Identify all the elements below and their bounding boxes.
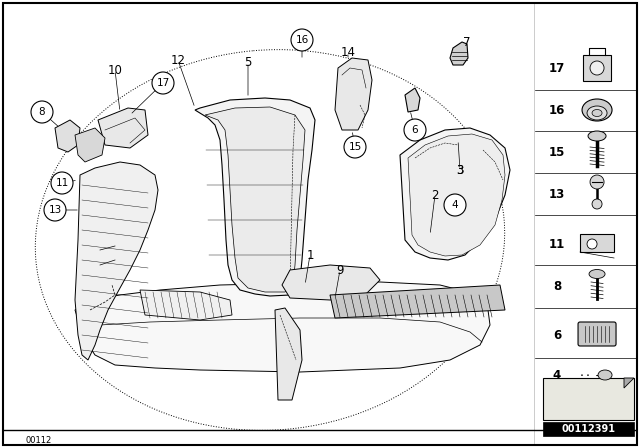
Text: 00112: 00112	[25, 435, 51, 444]
Ellipse shape	[589, 270, 605, 279]
Circle shape	[590, 175, 604, 189]
Polygon shape	[282, 265, 380, 300]
Bar	[543, 422, 634, 436]
Text: 1: 1	[307, 249, 314, 262]
Text: 15: 15	[549, 146, 565, 159]
Polygon shape	[275, 308, 302, 400]
Text: 00112391: 00112391	[561, 424, 616, 434]
Polygon shape	[450, 42, 468, 65]
Circle shape	[31, 101, 53, 123]
Polygon shape	[75, 282, 490, 372]
Text: 14: 14	[340, 46, 355, 59]
Text: 3: 3	[456, 164, 464, 177]
Polygon shape	[195, 98, 315, 296]
Text: 6: 6	[412, 125, 419, 135]
Text: 2: 2	[431, 189, 439, 202]
Circle shape	[51, 172, 73, 194]
Polygon shape	[405, 88, 420, 112]
Text: 4: 4	[553, 369, 561, 382]
FancyBboxPatch shape	[578, 322, 616, 346]
Text: 11: 11	[56, 178, 68, 188]
Polygon shape	[75, 162, 158, 360]
Polygon shape	[335, 58, 372, 130]
Text: 10: 10	[108, 64, 122, 77]
Polygon shape	[205, 107, 305, 292]
Circle shape	[291, 29, 313, 51]
Ellipse shape	[598, 370, 612, 380]
Polygon shape	[330, 285, 505, 318]
Polygon shape	[98, 108, 148, 148]
Circle shape	[587, 239, 597, 249]
Text: 8: 8	[38, 107, 45, 117]
FancyBboxPatch shape	[580, 234, 614, 252]
Bar	[535, 4, 636, 444]
Text: 15: 15	[348, 142, 362, 152]
Text: 13: 13	[549, 188, 565, 201]
Bar	[543, 378, 634, 420]
Polygon shape	[140, 290, 232, 320]
Ellipse shape	[587, 106, 607, 120]
Text: 3: 3	[456, 164, 464, 177]
Text: 4: 4	[452, 200, 458, 210]
Ellipse shape	[582, 99, 612, 121]
Text: 13: 13	[49, 205, 61, 215]
FancyBboxPatch shape	[583, 55, 611, 81]
Text: 17: 17	[156, 78, 170, 88]
Text: 6: 6	[553, 328, 561, 341]
Circle shape	[592, 199, 602, 209]
Polygon shape	[75, 128, 105, 162]
Circle shape	[404, 119, 426, 141]
Text: 11: 11	[549, 237, 565, 250]
Ellipse shape	[592, 109, 602, 116]
Text: 8: 8	[553, 280, 561, 293]
Ellipse shape	[588, 131, 606, 141]
Circle shape	[444, 194, 466, 216]
Circle shape	[590, 61, 604, 75]
Text: 7: 7	[463, 35, 471, 48]
Text: $\cdot\cdot-$: $\cdot\cdot-$	[579, 369, 605, 382]
Circle shape	[44, 199, 66, 221]
Text: 5: 5	[244, 56, 252, 69]
Text: 9: 9	[336, 263, 344, 276]
Text: 17: 17	[549, 61, 565, 74]
Circle shape	[344, 136, 366, 158]
Text: 16: 16	[549, 103, 565, 116]
Polygon shape	[55, 120, 80, 152]
Circle shape	[152, 72, 174, 94]
Text: 12: 12	[170, 53, 186, 66]
Text: 16: 16	[296, 35, 308, 45]
Polygon shape	[624, 378, 634, 388]
Polygon shape	[400, 128, 510, 260]
Polygon shape	[408, 134, 505, 256]
